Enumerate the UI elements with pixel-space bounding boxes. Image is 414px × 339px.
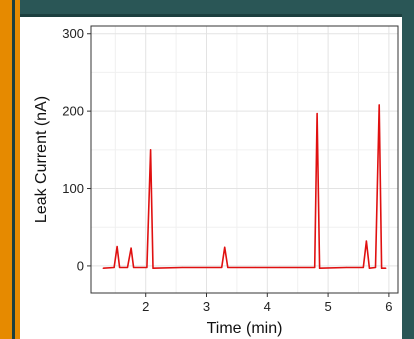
series-layer (102, 104, 387, 269)
top-border (0, 0, 414, 14)
data-point (113, 266, 115, 269)
data-point (365, 240, 367, 242)
data-point (318, 267, 321, 269)
x-tick-label: 6 (385, 299, 392, 314)
plot-border (90, 25, 399, 294)
data-point (380, 267, 383, 269)
data-point (254, 266, 256, 269)
data-point (146, 266, 148, 269)
x-tick-label: 4 (264, 299, 271, 314)
grid (91, 26, 398, 293)
y-tick-label: 300 (62, 26, 84, 41)
right-border (402, 0, 414, 339)
data-point (278, 266, 281, 269)
y-tick-label: 100 (62, 181, 84, 196)
data-point (345, 266, 347, 269)
data-point (362, 266, 364, 269)
data-point (181, 266, 183, 269)
top-divider (0, 14, 414, 17)
left-accent-bar-inner (15, 0, 20, 339)
data-point (221, 266, 223, 269)
data-point (130, 247, 132, 249)
chart-panel: 2 3 4 5 6 0 100 200 300 Time (min) Leak Current … (20, 17, 402, 339)
leak-current-chart: 2 3 4 5 6 0 100 200 300 Time (min) Leak Current … (33, 25, 399, 337)
x-tick-label: 2 (142, 299, 149, 314)
data-point (132, 266, 135, 269)
y-axis-title: Leak Current (nA) (33, 96, 50, 223)
x-axis-title: Time (min) (207, 320, 283, 337)
y-tick-label: 0 (77, 258, 84, 273)
data-point (149, 149, 152, 151)
data-point (116, 245, 118, 248)
data-point (368, 267, 371, 269)
left-divider (12, 0, 15, 339)
data-point (378, 104, 380, 106)
data-point (126, 266, 129, 269)
data-point (224, 246, 226, 248)
left-accent-bar (0, 0, 12, 339)
axis-ticks: 2 3 4 5 6 0 100 200 300 (62, 26, 392, 314)
data-point (152, 267, 154, 269)
x-tick-label: 5 (324, 299, 331, 314)
data-point (374, 266, 377, 269)
data-point (227, 266, 229, 269)
data-point (118, 266, 121, 269)
data-point (102, 267, 104, 269)
data-point (314, 266, 316, 269)
data-point (316, 112, 318, 115)
y-tick-label: 200 (62, 104, 84, 119)
data-point (385, 267, 387, 269)
x-tick-label: 3 (203, 299, 210, 314)
